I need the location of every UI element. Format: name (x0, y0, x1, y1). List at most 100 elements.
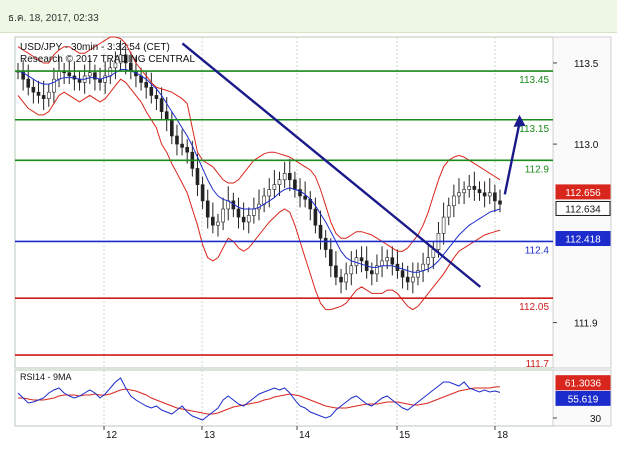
rsi-tag-label: 61.3036 (565, 379, 602, 390)
candle-body (385, 257, 389, 262)
rsi-tag (555, 375, 611, 391)
candle-body (328, 249, 333, 267)
candle-body (467, 185, 472, 190)
price-tick-label: 111.9 (574, 319, 598, 330)
candle-body (41, 95, 46, 99)
candle-body (205, 200, 210, 218)
candle-body (154, 95, 159, 99)
candle-body (452, 195, 456, 207)
price-tag-label: 112.656 (565, 188, 601, 199)
candle-body (185, 147, 190, 153)
chart-title: USD/JPY - 30min - 3:32:54 (CET) (20, 42, 170, 53)
upper-band (17, 36, 501, 252)
candle-body (421, 263, 425, 271)
timestamp: ธ.ค. 18, 2017, 02:33 (8, 13, 99, 24)
candle-body (144, 82, 148, 88)
rsi-plot: 30 61.3036 55.619 (17, 370, 611, 426)
rsi-line (17, 377, 501, 421)
candle-body (380, 260, 384, 267)
x-tick-label: 12 (106, 430, 118, 441)
candle-body (349, 265, 354, 275)
rsi-plot-frame (14, 369, 554, 427)
level-label: 112.05 (519, 302, 549, 313)
candle-body (405, 276, 410, 283)
trendline (181, 42, 482, 288)
candle-body (216, 221, 220, 226)
candle-body (164, 111, 169, 121)
x-tick-label: 15 (399, 430, 411, 441)
candle-body (344, 273, 348, 283)
top-bar: ธ.ค. 18, 2017, 02:33 (0, 0, 617, 33)
candle-body (446, 205, 451, 218)
candle-body (46, 91, 51, 99)
candle-body (67, 72, 72, 77)
candle-body (211, 216, 215, 226)
candle-body (170, 119, 174, 137)
lower-band (17, 78, 501, 311)
rsi-tick-label: 30 (590, 414, 602, 425)
candle-body (103, 75, 107, 83)
candle-body (252, 208, 256, 216)
x-tick-label: 14 (299, 430, 311, 441)
rsi-tag (555, 390, 611, 406)
rsi-ma-line (18, 386, 501, 415)
candle-body (303, 195, 307, 200)
candle-body (236, 208, 241, 218)
candle-body (441, 216, 446, 234)
price-tag (555, 231, 611, 247)
candle-body (390, 257, 395, 265)
candle-body (113, 62, 118, 69)
candle-body (298, 189, 302, 197)
candle-body (339, 276, 343, 283)
candle-body (400, 270, 405, 278)
candle-body (159, 98, 164, 112)
candle-body (334, 265, 338, 278)
candle-body (26, 78, 31, 88)
level-label: 113.15 (519, 124, 549, 135)
candle-body (293, 179, 297, 190)
candle-body (118, 54, 123, 64)
candle-body (87, 72, 92, 77)
candle-body (221, 208, 225, 223)
candle-body (200, 184, 205, 202)
candle-body (323, 237, 328, 250)
candle-body (416, 270, 420, 278)
candle-body (31, 86, 36, 93)
forecast-arrow-shaft (503, 122, 521, 195)
candle-body (175, 135, 179, 145)
main-plot-frame (14, 36, 554, 369)
chart-subtitle: Research © 2017 TRADING CENTRAL (20, 54, 195, 65)
price-tag-label: 112.634 (565, 204, 601, 215)
candle-body (370, 270, 374, 275)
level-label: 112.9 (525, 164, 550, 175)
price-tick-label: 113.5 (574, 59, 599, 70)
candle-body (36, 91, 41, 96)
price-tag (555, 200, 611, 216)
candle-body (195, 168, 200, 185)
moving-average-line (17, 69, 501, 273)
main-plot: 113.5 113.0 111.9 113.45 113.15 112.9 112.4 112… (15, 36, 611, 370)
candle-body (149, 86, 154, 96)
candle-body (180, 143, 184, 148)
candle-body (246, 215, 251, 223)
candle-body (272, 184, 277, 190)
candle-body (241, 216, 246, 223)
candle-body (457, 192, 461, 197)
candle-body (426, 257, 431, 265)
price-tag (555, 184, 611, 200)
candle-body (318, 224, 323, 239)
rsi-label: RSI14 - 9MA (20, 372, 72, 382)
candle-body (267, 189, 272, 197)
candle-body (282, 172, 287, 181)
candle-body (313, 208, 318, 226)
forecast-arrow-head (513, 114, 526, 127)
candle-body (498, 200, 502, 205)
candle-body (462, 189, 466, 194)
level-label: 113.45 (519, 75, 549, 86)
candle-body (57, 70, 61, 80)
candle-body (482, 192, 487, 197)
candle-body (472, 185, 477, 190)
price-tag-label: 112.418 (565, 235, 601, 246)
candle-body (123, 54, 128, 64)
